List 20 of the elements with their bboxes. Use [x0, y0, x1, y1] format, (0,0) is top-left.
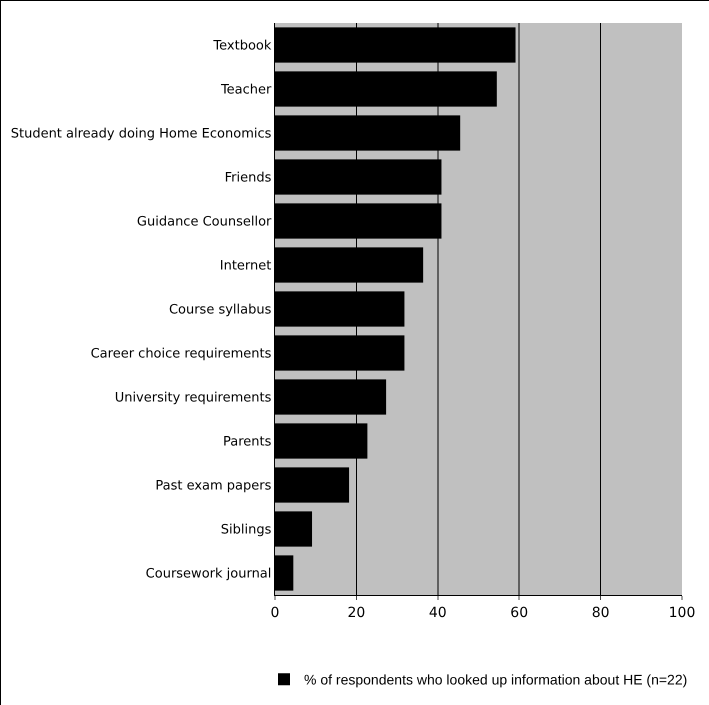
- y-tick-label: Course syllabus: [168, 302, 272, 318]
- y-tick-label: Past exam papers: [155, 478, 272, 494]
- x-tick-label: 100: [668, 604, 696, 621]
- y-tick-label: Siblings: [220, 522, 272, 538]
- y-tick-label: Coursework journal: [146, 566, 272, 582]
- x-tick-label: 80: [592, 604, 610, 621]
- y-tick-label: Friends: [224, 170, 272, 186]
- y-tick-label: Career choice requirements: [90, 346, 272, 362]
- x-tick-label: 20: [347, 604, 366, 621]
- x-tick-label: 60: [510, 604, 528, 621]
- y-tick-label: Student already doing Home Economics: [10, 126, 272, 142]
- y-tick-label: University requirements: [114, 390, 272, 406]
- y-tick-label: Parents: [223, 434, 272, 450]
- y-tick-label: Teacher: [220, 82, 272, 98]
- x-tick-label: 0: [270, 604, 280, 621]
- y-tick-label: Textbook: [212, 38, 272, 54]
- legend-label: % of respondents who looked up information about HE (n=22): [304, 672, 688, 688]
- y-tick-label: Guidance Counsellor: [136, 214, 272, 230]
- x-tick-label: 40: [428, 604, 447, 621]
- y-tick-label: Internet: [220, 258, 272, 274]
